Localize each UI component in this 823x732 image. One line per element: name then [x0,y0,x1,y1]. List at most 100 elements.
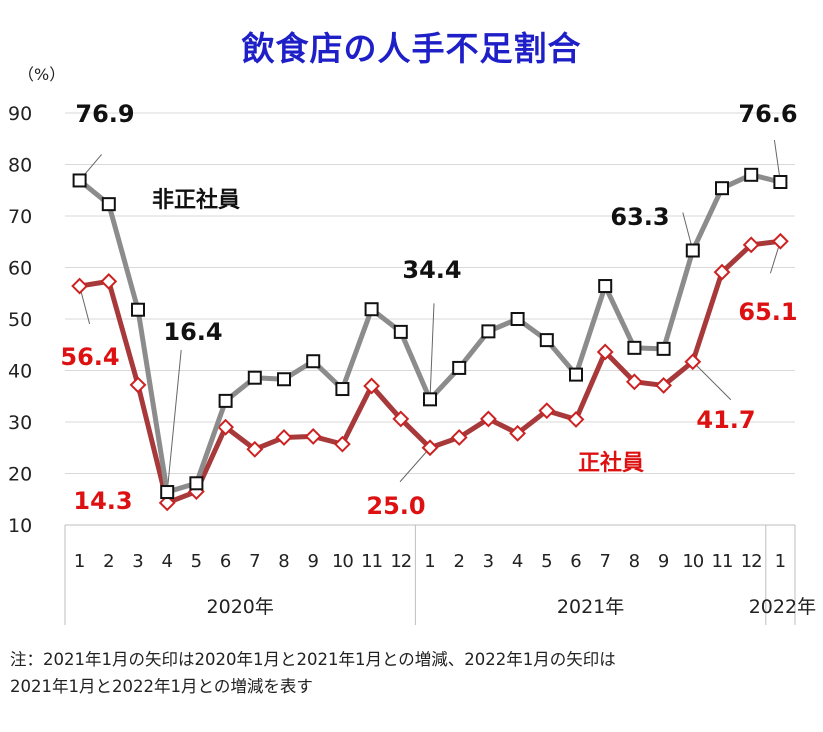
callout-line-2 [429,303,435,400]
point-s1-24 [771,232,789,250]
point-s0-9 [335,382,350,397]
data-label-s1-24: 65.1 [738,298,797,326]
data-label-s1-3: 14.3 [73,487,132,515]
callout-line-1 [166,349,182,493]
footnote-line-1: 注：2021年1月の矢印は2020年1月と2021年1月との増減、2022年1月… [10,650,616,669]
point-s0-6 [247,370,262,385]
series-label-regular: 正社員 [578,450,644,476]
x-tick-2: 3 [132,551,143,572]
point-s1-11 [392,410,410,428]
data-label-s1-0: 56.4 [60,343,119,371]
x-tick-23: 12 [741,551,762,572]
point-s0-0 [72,173,87,188]
year-label-2: 2022年 [749,596,816,618]
data-label-s1-12: 25.0 [366,492,425,520]
point-s1-22 [713,263,731,281]
point-s0-21 [685,243,700,258]
point-s1-0 [71,277,89,295]
x-tick-21: 10 [682,551,703,572]
point-s0-1 [101,197,116,212]
y-tick-labels: 10 20 30 40 50 60 70 80 90 [8,103,32,537]
y-unit-label: （%） [18,65,65,84]
point-s0-3 [160,485,175,500]
x-tick-5: 6 [220,551,231,572]
axes [64,524,796,625]
x-tick-14: 3 [483,551,494,572]
year-label-1: 2021年 [557,596,624,618]
point-s0-16 [539,333,554,348]
point-s1-9 [333,435,351,453]
x-tick-18: 7 [599,551,610,572]
point-s1-23 [742,236,760,254]
x-tick-4: 5 [191,551,202,572]
chart-title: 飲食店の人手不足割合 [241,29,582,68]
x-tick-22: 11 [712,551,733,572]
callout-line-7 [692,361,732,401]
point-s0-13 [452,360,467,375]
data-label-s0-3: 16.4 [163,318,222,346]
point-s1-16 [538,402,556,420]
y-tick-10: 10 [8,515,32,537]
y-tick-70: 70 [8,206,32,228]
point-s1-15 [509,424,527,442]
point-s0-18 [598,279,613,294]
point-s1-18 [596,343,614,361]
point-s1-6 [246,440,264,458]
y-tick-80: 80 [8,155,32,177]
point-s1-8 [304,428,322,445]
point-s0-20 [656,341,671,356]
x-tick-17: 6 [570,551,581,572]
point-s0-24 [773,175,788,190]
y-tick-90: 90 [8,103,32,125]
point-s1-19 [625,373,643,391]
point-s0-17 [569,367,583,382]
x-tick-16: 5 [541,551,552,572]
year-label-0: 2020年 [207,596,274,618]
x-tick-15: 4 [512,551,523,572]
data-label-s0-0: 76.9 [75,100,134,128]
x-tick-9: 10 [332,551,353,572]
point-s0-2 [131,302,145,317]
x-tick-24: 1 [775,551,786,572]
point-s1-17 [567,411,585,428]
series-label-non-regular: 非正社員 [152,187,240,213]
y-tick-40: 40 [8,361,32,383]
point-s0-11 [393,324,408,339]
point-s1-12 [421,439,439,457]
point-s0-10 [364,302,379,317]
data-label-s0-21: 63.3 [610,203,669,231]
x-tick-8: 9 [307,551,318,572]
point-s0-23 [744,167,759,182]
x-tick-7: 8 [278,551,289,572]
x-tick-0: 1 [74,551,85,572]
x-tick-6: 7 [249,551,260,572]
x-tick-19: 8 [629,551,640,572]
y-tick-50: 50 [8,309,32,331]
point-s1-5 [217,418,235,436]
data-label-s0-12: 34.4 [402,256,461,284]
x-tick-3: 4 [161,551,172,572]
x-tick-10: 11 [361,551,382,572]
footnote-line-2: 2021年1月と2022年1月との増減を表す [10,677,313,696]
point-s0-15 [510,312,525,326]
point-s0-19 [627,340,642,355]
data-labels: 76.9 16.4 34.4 63.3 76.6 56.4 14.3 25.0 41.7 65.1 [60,100,797,520]
point-s1-3 [158,494,176,512]
point-s0-7 [277,372,291,387]
point-s0-8 [306,354,321,369]
x-tick-12: 1 [424,551,435,572]
x-tick-20: 9 [658,551,669,572]
y-tick-30: 30 [8,412,32,434]
point-s1-7 [275,429,293,446]
data-label-s1-21: 41.7 [696,406,755,434]
series-group [71,167,789,512]
point-s0-14 [481,324,496,339]
x-tick-11: 12 [390,551,411,572]
point-s1-13 [450,429,468,446]
point-s0-5 [218,393,233,408]
x-tick-13: 2 [453,551,464,572]
point-s0-4 [189,476,204,491]
y-tick-20: 20 [8,464,32,486]
